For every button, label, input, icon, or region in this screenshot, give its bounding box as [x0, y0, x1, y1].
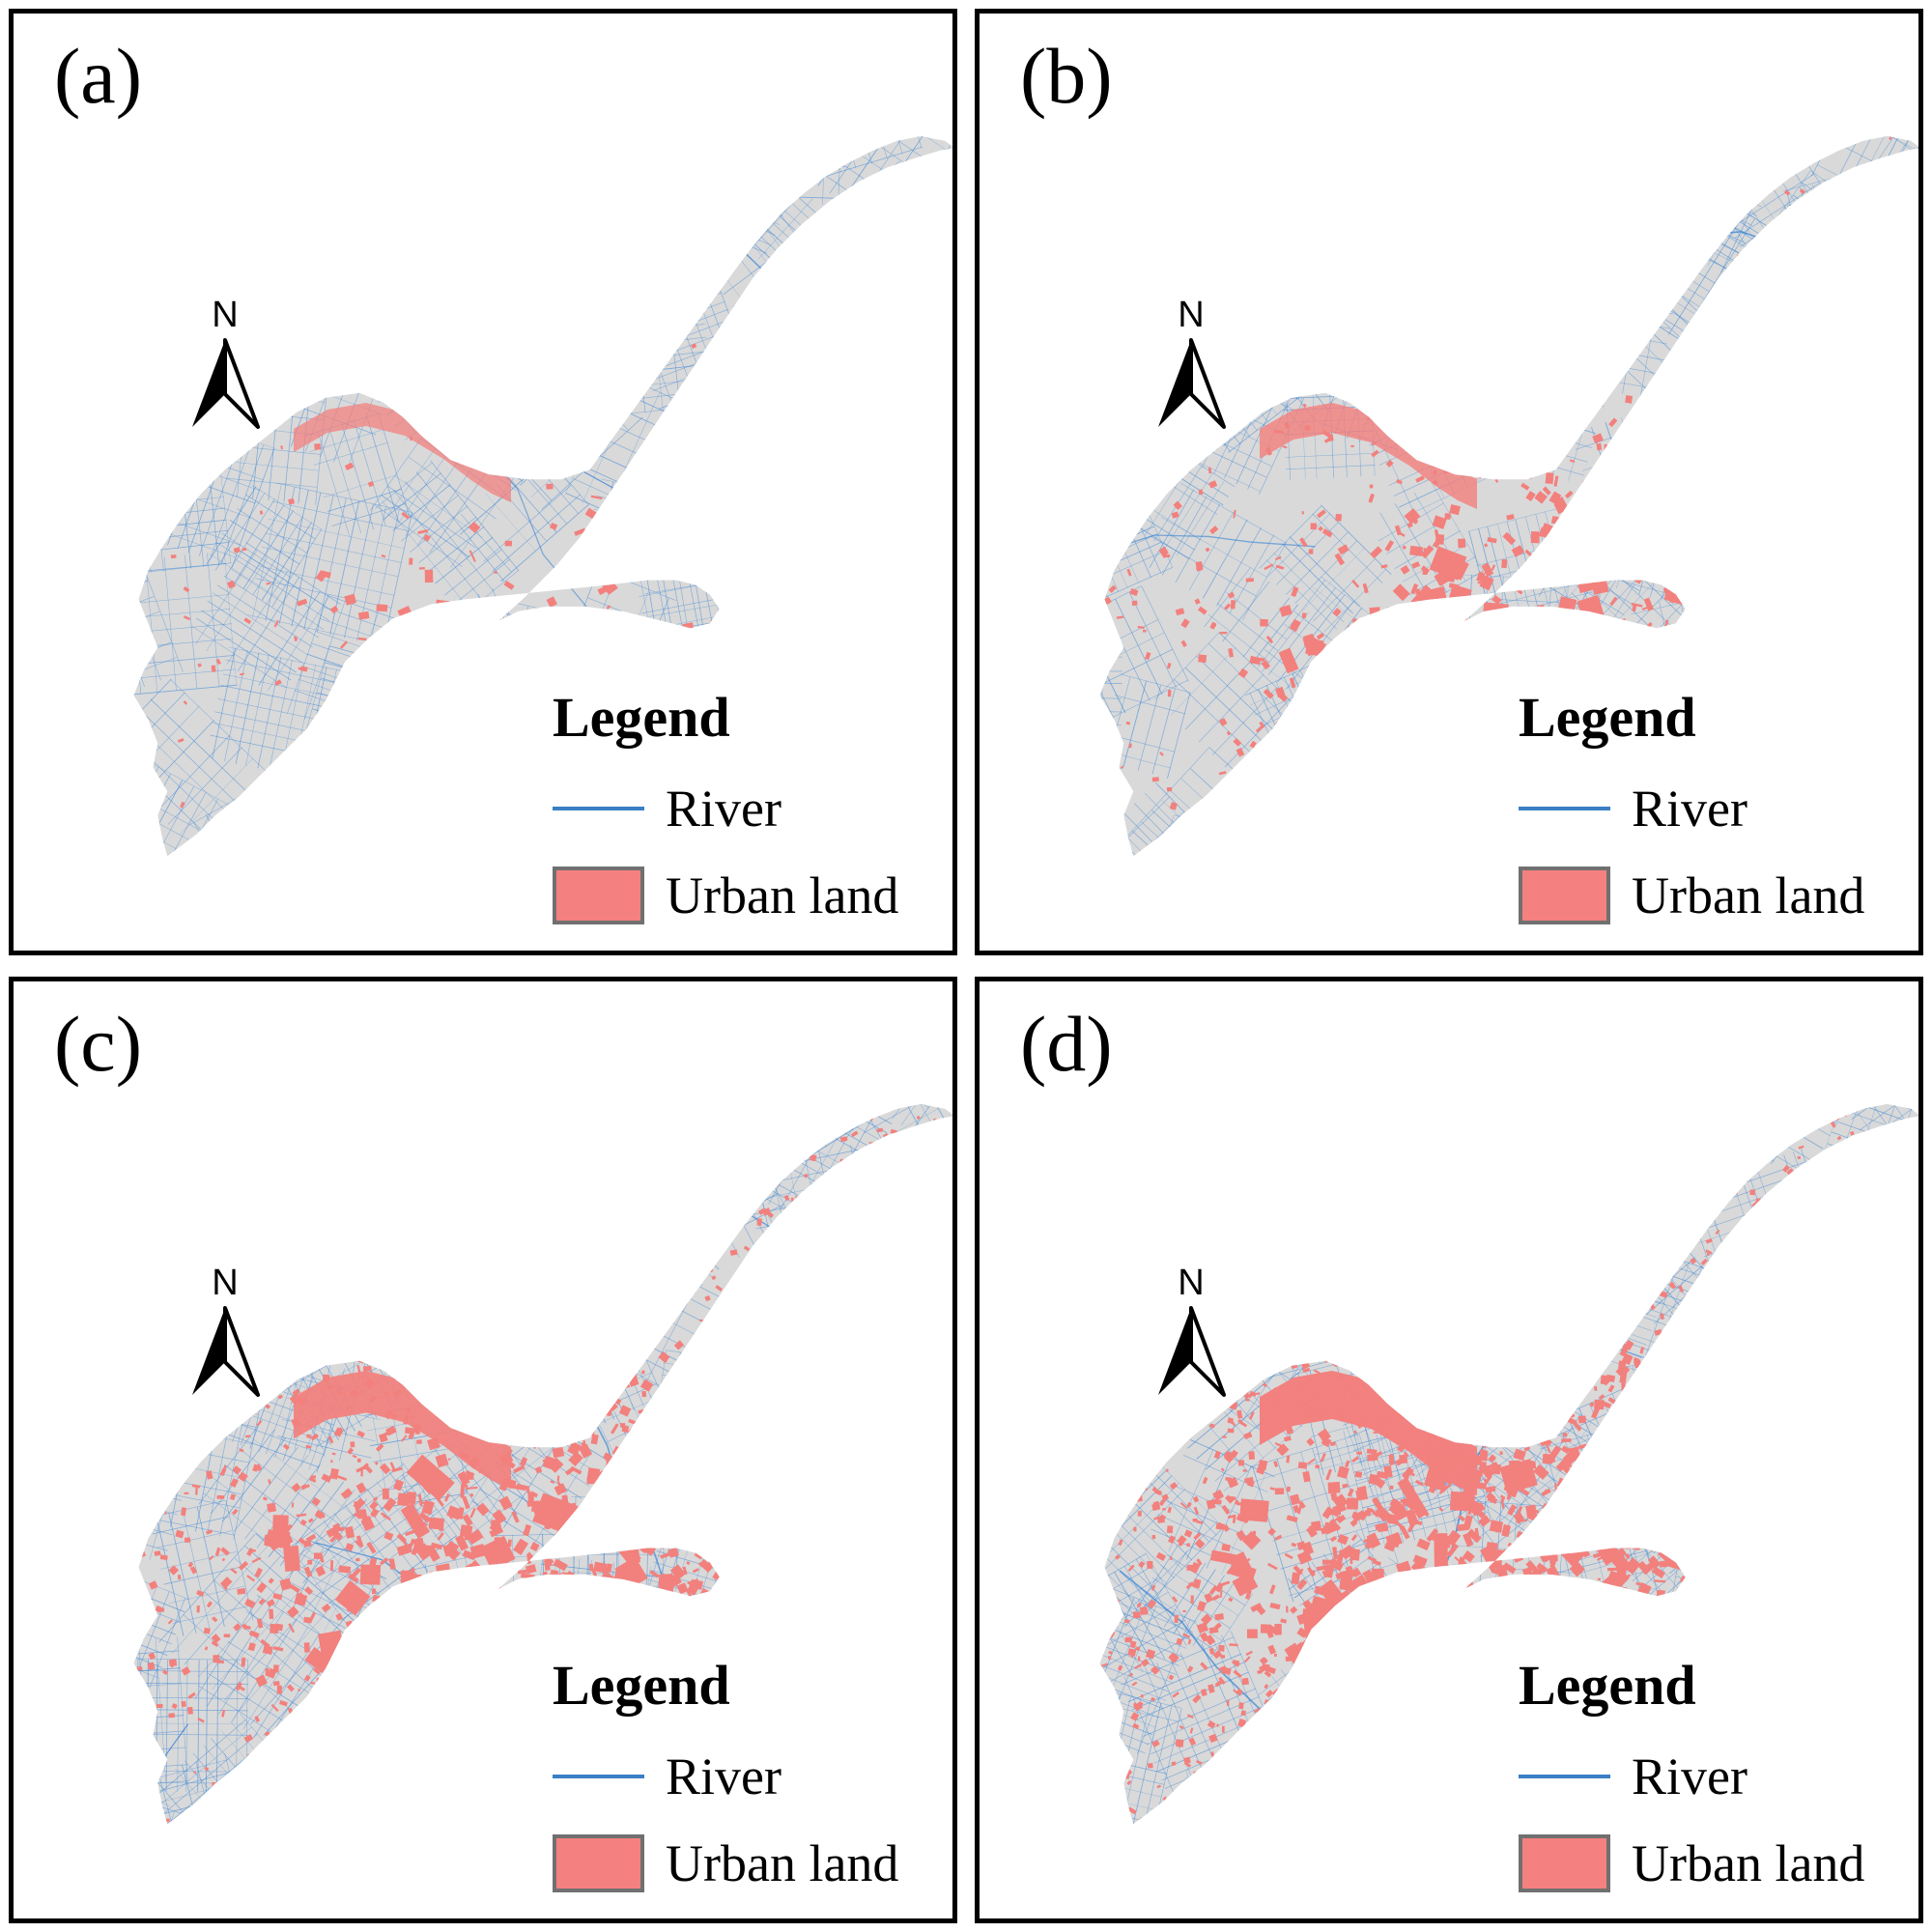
svg-text:N: N	[1178, 295, 1204, 335]
svg-text:N: N	[212, 295, 238, 335]
svg-text:N: N	[212, 1263, 238, 1303]
